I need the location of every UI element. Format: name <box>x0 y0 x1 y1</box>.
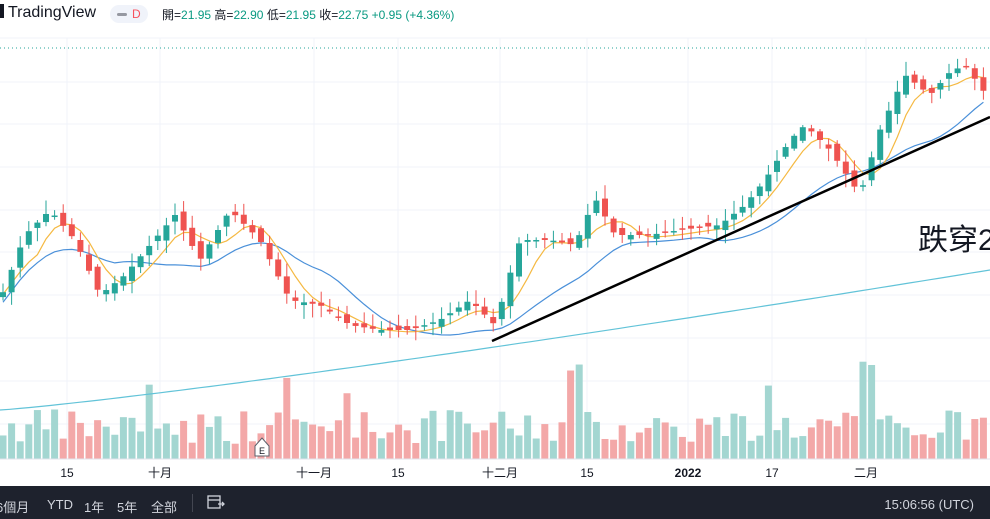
toolbar-divider <box>192 494 193 512</box>
bottom-toolbar: 6個月 YTD 1年 5年 全部 15:06:56 (UTC) <box>0 486 990 519</box>
chart-grid <box>0 37 990 459</box>
tradingview-logo[interactable]: TradingView <box>0 4 96 22</box>
x-axis: 15 十月 十一月 15 十二月 15 2022 17 二月 <box>60 466 878 480</box>
svg-text:E: E <box>259 446 265 456</box>
ma-mid-line <box>2 101 984 336</box>
x-tick: 十一月 <box>296 466 332 480</box>
low-label: 低 <box>266 8 279 22</box>
x-tick: 15 <box>580 466 594 480</box>
x-tick: 二月 <box>854 466 878 480</box>
volume-bars <box>0 361 987 459</box>
change-value: +0.95 (+4.36%) <box>371 8 455 22</box>
ma-short-line <box>2 75 984 333</box>
trend-line[interactable] <box>491 115 990 343</box>
moving-averages <box>0 75 990 411</box>
x-tick: 17 <box>765 466 779 480</box>
range-5y-button[interactable]: 5年 <box>117 500 138 515</box>
open-value: 21.95 <box>181 8 212 22</box>
brand-name: TradingView <box>8 4 97 21</box>
earnings-marker[interactable]: E <box>254 437 270 457</box>
x-tick: 十二月 <box>482 466 518 480</box>
timeframe-label: D <box>132 7 141 21</box>
chart-header: TradingView D 開=21.95 高=22.90 低=21.95 收=… <box>0 0 990 28</box>
candlesticks <box>0 58 987 341</box>
high-label: 高 <box>214 8 227 22</box>
utc-clock[interactable]: 15:06:56 (UTC) <box>884 497 974 512</box>
ohlc-legend: 開=21.95 高=22.90 低=21.95 收=22.75 +0.95 (+… <box>162 8 455 22</box>
low-value: 21.95 <box>285 8 316 22</box>
timeframe-button[interactable]: D <box>110 5 148 23</box>
minus-icon <box>117 13 127 16</box>
range-all-button[interactable]: 全部 <box>151 500 178 515</box>
ma-long-line <box>0 269 990 411</box>
close-value: 22.75 <box>338 8 369 22</box>
high-value: 22.90 <box>233 8 264 22</box>
range-ytd-button[interactable]: YTD <box>47 497 73 512</box>
chart-annotation[interactable]: 跌穿2 <box>918 224 990 257</box>
range-6m-button[interactable]: 6個月 <box>0 500 30 515</box>
calendar-compare-icon[interactable] <box>207 494 225 510</box>
x-tick: 十月 <box>148 466 172 480</box>
x-tick: 15 <box>60 466 74 480</box>
x-tick: 2022 <box>675 466 702 480</box>
open-label: 開 <box>162 8 175 22</box>
logo-icon <box>0 4 4 18</box>
range-1y-button[interactable]: 1年 <box>84 500 105 515</box>
x-tick: 15 <box>391 466 405 480</box>
price-chart[interactable]: E 15 十月 十一月 15 十二月 15 2022 17 二月 <box>0 0 990 486</box>
close-label: 收 <box>319 8 332 22</box>
